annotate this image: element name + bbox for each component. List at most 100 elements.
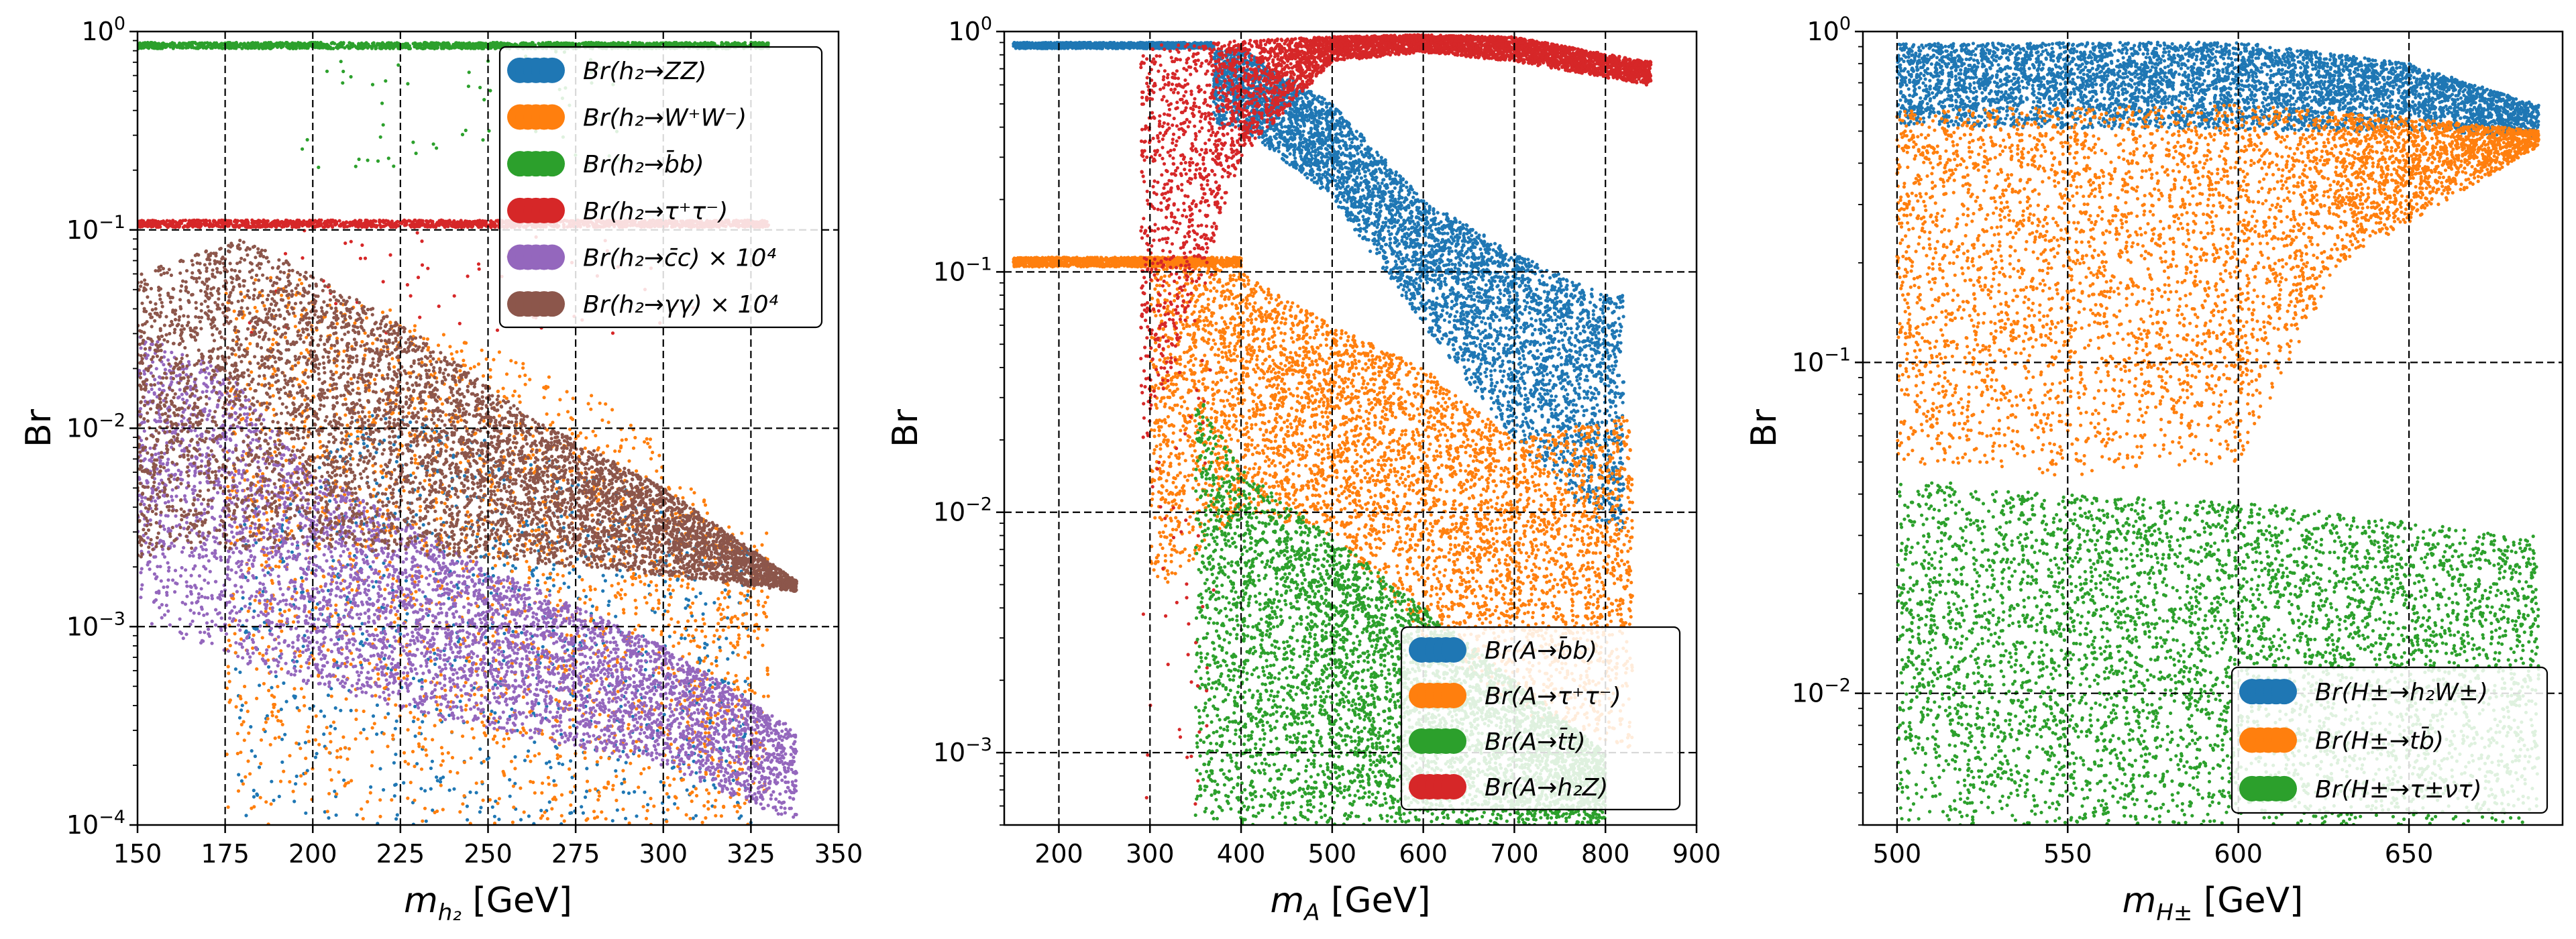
data-point xyxy=(692,691,696,695)
data-point xyxy=(382,732,386,736)
data-point xyxy=(511,784,516,788)
data-point xyxy=(402,751,407,755)
data-point xyxy=(400,46,405,50)
data-point xyxy=(760,543,764,547)
data-point xyxy=(279,708,283,712)
data-point xyxy=(731,651,735,655)
data-point xyxy=(416,489,420,494)
data-point xyxy=(258,651,262,655)
data-point xyxy=(666,610,670,614)
data-point xyxy=(708,721,712,725)
data-point xyxy=(439,516,443,520)
data-point xyxy=(390,798,394,802)
data-point xyxy=(450,730,454,734)
data-point xyxy=(626,726,631,730)
data-point xyxy=(690,790,694,794)
data-point xyxy=(287,608,291,612)
data-point xyxy=(357,44,361,48)
data-point xyxy=(409,781,413,785)
data-point xyxy=(623,592,627,597)
data-point xyxy=(594,787,598,791)
data-point xyxy=(576,434,580,438)
data-point xyxy=(265,714,269,718)
data-point xyxy=(632,571,636,575)
data-point xyxy=(435,779,439,783)
data-point xyxy=(553,797,558,802)
data-point xyxy=(680,633,684,637)
data-point xyxy=(559,514,564,518)
data-point xyxy=(322,714,327,718)
data-point xyxy=(372,585,376,589)
data-point xyxy=(283,732,287,736)
data-point xyxy=(519,730,523,734)
data-point xyxy=(150,42,154,46)
data-point xyxy=(394,612,398,617)
data-point xyxy=(669,698,674,702)
data-point xyxy=(350,779,354,783)
data-point xyxy=(280,722,284,726)
data-point xyxy=(565,633,569,637)
data-point xyxy=(426,348,430,352)
data-point xyxy=(726,671,730,675)
data-point xyxy=(491,737,496,741)
data-point xyxy=(334,603,338,607)
data-point xyxy=(386,666,390,671)
data-point xyxy=(423,714,427,718)
data-point xyxy=(332,575,336,579)
data-point xyxy=(264,609,268,614)
data-point xyxy=(761,694,766,698)
data-point xyxy=(493,44,497,48)
data-point xyxy=(292,687,297,691)
data-point xyxy=(718,747,722,751)
data-point xyxy=(390,357,394,361)
data-point xyxy=(276,685,280,689)
data-point xyxy=(264,800,268,804)
data-point xyxy=(360,807,364,811)
data-point xyxy=(723,677,727,681)
data-point xyxy=(414,457,418,461)
data-point xyxy=(723,588,727,592)
data-point xyxy=(321,506,325,510)
data-point xyxy=(298,278,302,282)
data-point xyxy=(492,814,497,818)
data-point xyxy=(627,722,631,726)
data-point xyxy=(614,774,619,779)
data-point xyxy=(564,668,569,673)
data-point xyxy=(341,69,345,74)
data-point xyxy=(692,639,696,643)
data-point xyxy=(396,616,400,620)
data-point xyxy=(616,758,621,762)
data-point xyxy=(419,504,423,508)
data-point xyxy=(690,799,694,804)
data-point xyxy=(686,582,690,586)
data-point xyxy=(413,453,417,457)
data-point xyxy=(569,633,573,638)
data-point xyxy=(388,321,392,325)
data-point xyxy=(590,604,594,608)
data-point xyxy=(168,42,172,46)
data-point xyxy=(529,779,533,783)
data-point xyxy=(464,704,468,708)
data-point xyxy=(414,590,418,594)
data-point xyxy=(694,793,699,797)
data-point xyxy=(765,666,769,670)
data-point xyxy=(554,718,558,722)
data-point xyxy=(277,498,281,502)
data-point xyxy=(359,430,363,434)
data-point xyxy=(497,797,502,801)
data-point xyxy=(690,614,694,618)
data-point xyxy=(659,780,663,784)
data-point xyxy=(351,457,355,461)
data-point xyxy=(370,414,374,418)
data-point xyxy=(619,499,623,503)
data-point xyxy=(558,586,562,591)
data-point xyxy=(568,470,572,474)
data-point xyxy=(696,660,700,665)
data-point xyxy=(667,486,671,490)
data-point xyxy=(408,46,413,50)
data-point xyxy=(488,474,492,478)
data-point xyxy=(479,555,483,559)
data-point xyxy=(717,790,721,794)
data-point xyxy=(600,418,604,423)
data-point xyxy=(655,588,659,592)
